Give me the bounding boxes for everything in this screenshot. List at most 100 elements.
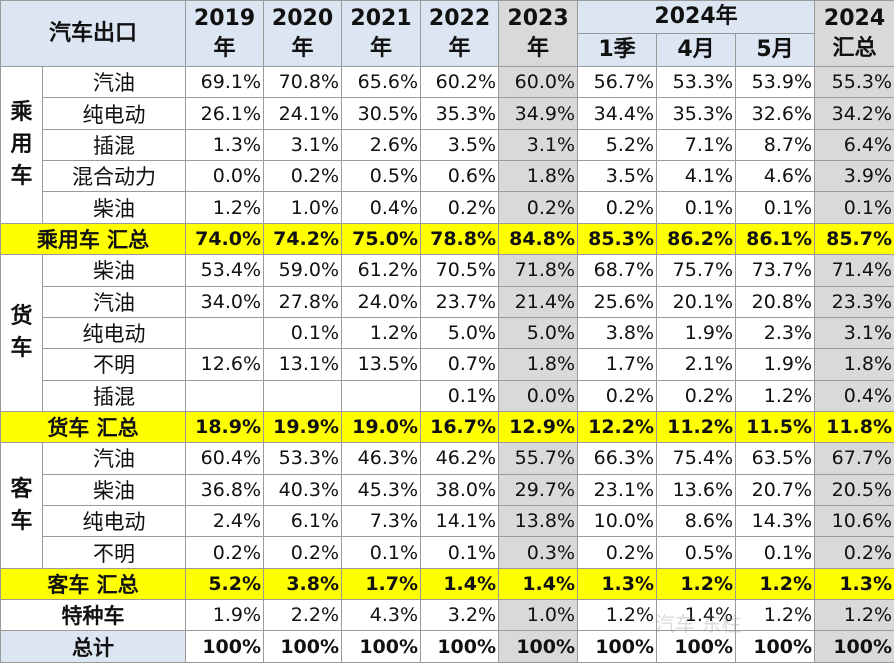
header-year: 2019 年 — [185, 0, 265, 67]
value-cell: 100% — [420, 630, 500, 663]
value-cell: 2.3% — [735, 316, 816, 350]
value-cell: 61.2% — [341, 254, 422, 287]
table-row: 乘 用 车汽油 69.1% 70.8% 65.6% 60.2% 60.0% 56.7% 53.… — [0, 65, 894, 224]
table-row: 纯电动 0.1% 1.2% 5.0% 5.0% 3.8% 1.9% 2.3% 3.1% — [1, 316, 894, 350]
value-cell: 4.3% — [341, 599, 422, 632]
subtotal-value: 74.2% — [263, 222, 343, 256]
subtotal-value: 85.3% — [577, 222, 658, 256]
fuel-type-label: 插混 — [41, 128, 187, 162]
table-row: 纯电动 26.1% 24.1% 30.5% 35.3% 34.9% 34.4% 35.3% 32… — [1, 97, 894, 130]
value-cell: 0.2% — [263, 536, 343, 569]
value-cell: 10.0% — [577, 505, 658, 538]
value-cell: 5.0% — [498, 316, 579, 350]
value-cell: 5.0% — [420, 316, 500, 350]
value-cell: 20.1% — [656, 285, 737, 318]
value-cell: 46.3% — [341, 442, 422, 475]
subtotal-value: 74.0% — [185, 222, 265, 256]
value-cell: 10.6% — [814, 505, 894, 538]
value-cell: 29.7% — [498, 473, 579, 507]
value-cell: 13.6% — [656, 473, 737, 507]
fuel-type-label: 柴油 — [41, 473, 187, 507]
value-cell: 23.1% — [577, 473, 658, 507]
value-cell: 0.0% — [498, 379, 579, 412]
value-cell: 12.6% — [185, 348, 265, 381]
value-cell: 1.2% — [577, 599, 658, 632]
value-cell: 0.4% — [814, 379, 894, 412]
value-cell: 8.6% — [656, 505, 737, 538]
value-cell: 0.2% — [814, 536, 894, 569]
value-cell: 60.2% — [420, 65, 500, 99]
value-cell: 100% — [498, 630, 579, 663]
value-cell: 1.2% — [814, 599, 894, 632]
fuel-type-label: 汽油 — [41, 285, 187, 318]
subtotal-value: 1.4% — [498, 567, 579, 601]
value-cell: 38.0% — [420, 473, 500, 507]
value-cell: 26.1% — [185, 97, 265, 130]
fuel-type-label: 柴油 — [41, 191, 187, 224]
subtotal-value: 86.2% — [656, 222, 737, 256]
value-cell: 30.5% — [341, 97, 422, 130]
value-cell: 1.8% — [814, 348, 894, 381]
fuel-type-label: 纯电动 — [41, 316, 187, 350]
header-year: 2022 年 — [420, 0, 500, 67]
table-row: 汽油 34.0% 27.8% 24.0% 23.7% 21.4% 25.6% 20.1% 20.… — [1, 285, 894, 318]
value-cell: 1.4% — [656, 599, 737, 632]
fuel-type-label: 不明 — [41, 536, 187, 569]
header-2024-sub: 1季 — [577, 33, 658, 67]
value-cell: 1.9% — [185, 599, 265, 632]
value-cell: 6.1% — [263, 505, 343, 538]
table-row: 不明 0.2% 0.2% 0.1% 0.1% 0.3% 0.2% 0.5% 0.1% 0.2% — [1, 536, 894, 569]
value-cell: 2.1% — [656, 348, 737, 381]
value-cell: 68.7% — [577, 254, 658, 287]
subtotal-value: 78.8% — [420, 222, 500, 256]
value-cell: 46.2% — [420, 442, 500, 475]
value-cell: 0.2% — [577, 536, 658, 569]
special-label: 特种车 — [0, 599, 187, 632]
value-cell: 0.1% — [656, 191, 737, 224]
header-2024-sub: 5月 — [735, 33, 816, 67]
value-cell: 0.1% — [420, 536, 500, 569]
value-cell: 0.2% — [420, 191, 500, 224]
value-cell: 1.7% — [577, 348, 658, 381]
header-2024-sub: 4月 — [656, 33, 737, 67]
subtotal-value: 19.9% — [263, 410, 343, 444]
fuel-type-label: 柴油 — [41, 254, 187, 287]
value-cell: 1.2% — [185, 191, 265, 224]
header-year: 2021 年 — [341, 0, 422, 67]
value-cell: 65.6% — [341, 65, 422, 99]
value-cell: 71.4% — [814, 254, 894, 287]
value-cell — [263, 379, 343, 412]
value-cell: 3.1% — [263, 128, 343, 162]
value-cell: 55.7% — [498, 442, 579, 475]
subtotal-row: 客车 汇总 5.2% 3.8% 1.7% 1.4% 1.4% 1.3% 1.2% 1.2% 1.3… — [0, 567, 894, 601]
value-cell: 1.2% — [341, 316, 422, 350]
value-cell: 40.3% — [263, 473, 343, 507]
subtotal-value: 19.0% — [341, 410, 422, 444]
value-cell: 0.0% — [185, 160, 265, 193]
value-cell: 0.2% — [577, 191, 658, 224]
value-cell: 0.1% — [420, 379, 500, 412]
value-cell: 55.3% — [814, 65, 894, 99]
value-cell: 2.4% — [185, 505, 265, 538]
group-label: 乘 用 车 — [0, 66, 43, 224]
header-2024-total: 2024 汇总 — [814, 0, 894, 67]
value-cell: 53.9% — [735, 65, 816, 99]
value-cell: 63.5% — [735, 442, 816, 475]
value-cell — [185, 316, 265, 350]
value-cell: 70.5% — [420, 254, 500, 287]
value-cell: 100% — [656, 630, 737, 663]
group-label: 客 车 — [0, 442, 43, 569]
value-cell: 60.0% — [498, 65, 579, 99]
value-cell: 67.7% — [814, 442, 894, 475]
value-cell: 8.7% — [735, 128, 816, 162]
special-row: 特种车 1.9% 2.2% 4.3% 3.2% 1.0% 1.2% 1.4% 1.2% 1.2% — [0, 599, 894, 632]
subtotal-value: 86.1% — [735, 222, 816, 256]
value-cell: 35.3% — [656, 97, 737, 130]
value-cell: 34.9% — [498, 97, 579, 130]
value-cell: 1.2% — [735, 379, 816, 412]
value-cell: 35.3% — [420, 97, 500, 130]
value-cell: 70.8% — [263, 65, 343, 99]
value-cell: 3.2% — [420, 599, 500, 632]
header-corner: 汽车出口 — [0, 0, 187, 67]
value-cell: 100% — [341, 630, 422, 663]
